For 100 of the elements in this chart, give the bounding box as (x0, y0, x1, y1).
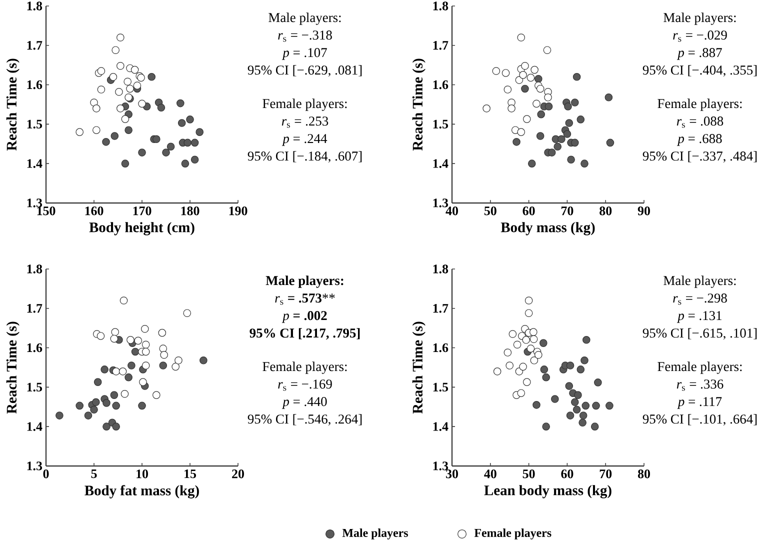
point (567, 156, 575, 164)
text: Female players: (658, 98, 742, 111)
point (134, 336, 142, 345)
y-tick-label: 1.3 (433, 462, 448, 470)
point (100, 366, 108, 374)
y-tick-label: 1.8 (433, 2, 448, 10)
point (534, 74, 542, 83)
y-tick-label: 1.8 (27, 264, 42, 274)
x-tick-label: 80 (600, 206, 612, 216)
legend-label: Male players (342, 528, 408, 540)
point (576, 116, 585, 124)
point (121, 115, 130, 123)
point (540, 366, 548, 374)
point (97, 67, 106, 75)
x-tick-label: 5 (91, 470, 97, 478)
point (590, 422, 599, 430)
point (152, 135, 160, 144)
annotation: 95% CI [−.101, .664] (642, 414, 757, 426)
text: r$_{s}$ = .573** (275, 294, 335, 305)
point (565, 119, 574, 127)
point (130, 66, 139, 74)
point (542, 373, 550, 382)
x-tick-label: 70 (600, 470, 612, 478)
x-tick-label: 190 (229, 206, 248, 216)
x-tick-label: 40 (484, 470, 496, 478)
point (92, 398, 100, 406)
point (159, 362, 168, 370)
text: p = .131 (676, 311, 722, 323)
point (94, 378, 102, 386)
text: r$_{s}$ = −.029 (673, 30, 727, 42)
point (90, 406, 98, 414)
x-tick-label: 40 (446, 206, 458, 216)
point (112, 368, 120, 376)
text: p = .440 (282, 397, 327, 409)
y-tick-label: 1.4 (433, 159, 448, 168)
x-tick-label: 90 (638, 206, 650, 216)
point (184, 138, 192, 147)
y-tick-label: 1.7 (433, 41, 448, 50)
text: p = .117 (677, 397, 722, 409)
point (521, 62, 529, 70)
point (190, 138, 199, 147)
y-axis-title: Reach Time (s) (6, 322, 20, 414)
x-tick-label: 80 (638, 470, 650, 478)
point (536, 132, 544, 140)
text: p = .002 (282, 311, 327, 323)
text: 95% CI [.217, .795] (250, 328, 360, 340)
point (102, 422, 110, 430)
text: Female players: (262, 98, 347, 111)
point (576, 366, 585, 374)
point (56, 412, 64, 420)
point (121, 160, 130, 168)
point (592, 402, 600, 410)
x-tick-label: 70 (561, 206, 574, 216)
x-tick-label: 60 (522, 206, 535, 216)
y-tick-label: 1.5 (27, 120, 42, 129)
x-tick-label: 50 (522, 470, 535, 478)
point (566, 362, 574, 370)
point (166, 142, 175, 151)
point (112, 402, 120, 410)
x-axis-title: Body height (cm) (89, 222, 194, 236)
x-tick-label: 20 (232, 470, 244, 478)
point (142, 348, 150, 356)
text: Male players: (664, 276, 736, 288)
point (582, 402, 590, 410)
text: p = .107 (282, 48, 327, 60)
point (112, 422, 120, 430)
point (578, 418, 586, 427)
point (162, 148, 170, 156)
x-tick-label: 30 (446, 470, 458, 478)
y-tick-label: 1.7 (433, 304, 448, 313)
point (139, 378, 147, 386)
point (102, 399, 110, 407)
point (124, 126, 132, 134)
point (606, 138, 614, 147)
x-axis-title: Body mass (kg) (500, 222, 595, 236)
point (138, 100, 146, 108)
x-tick-label: 150 (37, 206, 56, 216)
point (558, 135, 566, 144)
point (178, 119, 186, 127)
point (110, 132, 119, 140)
point (110, 334, 118, 343)
point (534, 350, 542, 359)
point (544, 93, 552, 102)
point (200, 356, 208, 364)
text: Female players: (262, 362, 347, 374)
y-tick-label: 1.5 (433, 382, 448, 392)
point (142, 362, 150, 370)
y-tick-label: 1.7 (27, 41, 42, 50)
point (133, 82, 142, 90)
annotation: 95% CI [−.404, .355] (642, 65, 757, 77)
point (580, 356, 588, 364)
y-tick-label: 1.6 (27, 80, 42, 90)
text: p = .688 (676, 134, 722, 146)
point (570, 98, 579, 106)
x-tick-label: 50 (484, 206, 496, 216)
point (148, 73, 156, 81)
text: r$_{s}$ = .336 (676, 380, 724, 391)
point (522, 336, 530, 344)
point (528, 160, 536, 168)
point (102, 138, 110, 146)
